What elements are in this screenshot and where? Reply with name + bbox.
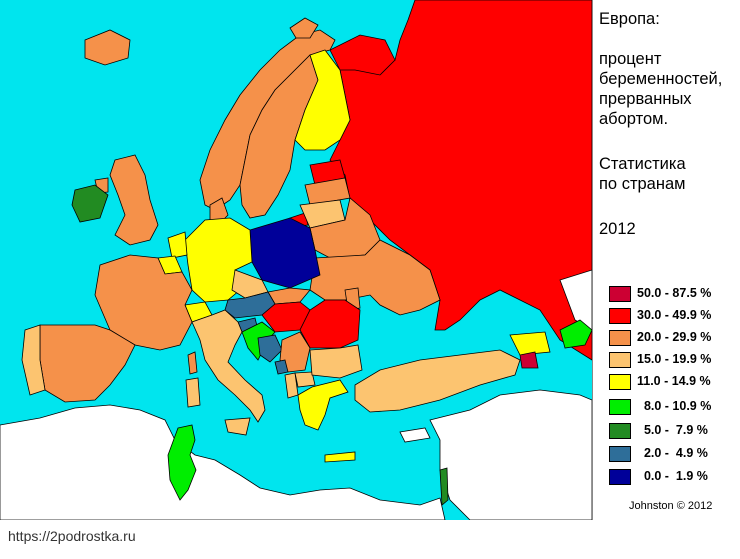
title-stats-line-2: по странам	[599, 175, 686, 193]
europe-map	[0, 0, 592, 520]
serbia	[279, 331, 311, 373]
legend-label: 8.0 - 10.9 %	[637, 399, 712, 413]
portugal	[21, 324, 46, 396]
legend-swatch	[609, 308, 631, 324]
title-topic-line-1: процент	[599, 50, 662, 68]
title-region: Европа:	[599, 10, 660, 28]
armenia	[519, 351, 539, 369]
finland	[294, 49, 351, 151]
legend-swatch	[609, 446, 631, 462]
legend-label: 20.0 - 29.9 %	[637, 330, 712, 344]
sardinia	[185, 377, 201, 408]
greece	[297, 379, 349, 431]
legend-swatch	[609, 469, 631, 485]
bosnia	[257, 334, 283, 363]
legend-label: 2.0 - 4.9 %	[637, 446, 708, 460]
legend-swatch	[609, 352, 631, 368]
bulgaria	[309, 344, 363, 379]
italy	[191, 309, 266, 423]
legend-swatch	[609, 286, 631, 302]
title-topic-line-4: абортом.	[599, 110, 669, 128]
title-topic-line-2: беременностей,	[599, 70, 723, 88]
title-year: 2012	[599, 220, 636, 238]
kola-peninsula	[329, 34, 396, 76]
uk	[109, 154, 159, 246]
legend-label: 5.0 - 7.9 %	[637, 423, 708, 437]
legend-label: 50.0 - 87.5 %	[637, 286, 712, 300]
romania	[299, 299, 361, 349]
middle-east	[429, 389, 592, 520]
author-credit: Johnston © 2012	[629, 500, 713, 512]
legend-swatch	[609, 330, 631, 346]
legend-label: 0.0 - 1.9 %	[637, 469, 708, 483]
info-panel: Европа: процент беременностей, прерванны…	[592, 0, 740, 520]
corsica	[187, 351, 198, 375]
kazakhstan	[559, 269, 592, 331]
azerbaijan	[559, 319, 592, 349]
iceland	[84, 29, 131, 66]
tunisia	[167, 424, 197, 501]
legend-swatch	[609, 423, 631, 439]
title-stats-line-1: Статистика	[599, 155, 686, 173]
israel	[439, 467, 449, 506]
legend-swatch	[609, 399, 631, 415]
svalbard	[289, 17, 319, 39]
poland	[249, 217, 321, 289]
netherlands	[167, 231, 188, 259]
legend-label: 15.0 - 19.9 %	[637, 352, 712, 366]
north-africa	[0, 404, 446, 520]
crete	[324, 451, 356, 463]
ireland	[71, 184, 109, 223]
cyprus	[399, 427, 431, 443]
title-topic-line-3: прерванных	[599, 90, 692, 108]
legend-label: 11.0 - 14.9 %	[637, 374, 711, 388]
macedonia	[294, 371, 316, 388]
turkey	[354, 349, 521, 413]
source-link[interactable]: https://2podrostka.ru	[8, 528, 136, 544]
georgia	[509, 331, 551, 356]
legend-label: 30.0 - 49.9 %	[637, 308, 712, 322]
montenegro	[274, 359, 289, 375]
sicily	[224, 417, 251, 436]
legend-swatch	[609, 374, 631, 390]
